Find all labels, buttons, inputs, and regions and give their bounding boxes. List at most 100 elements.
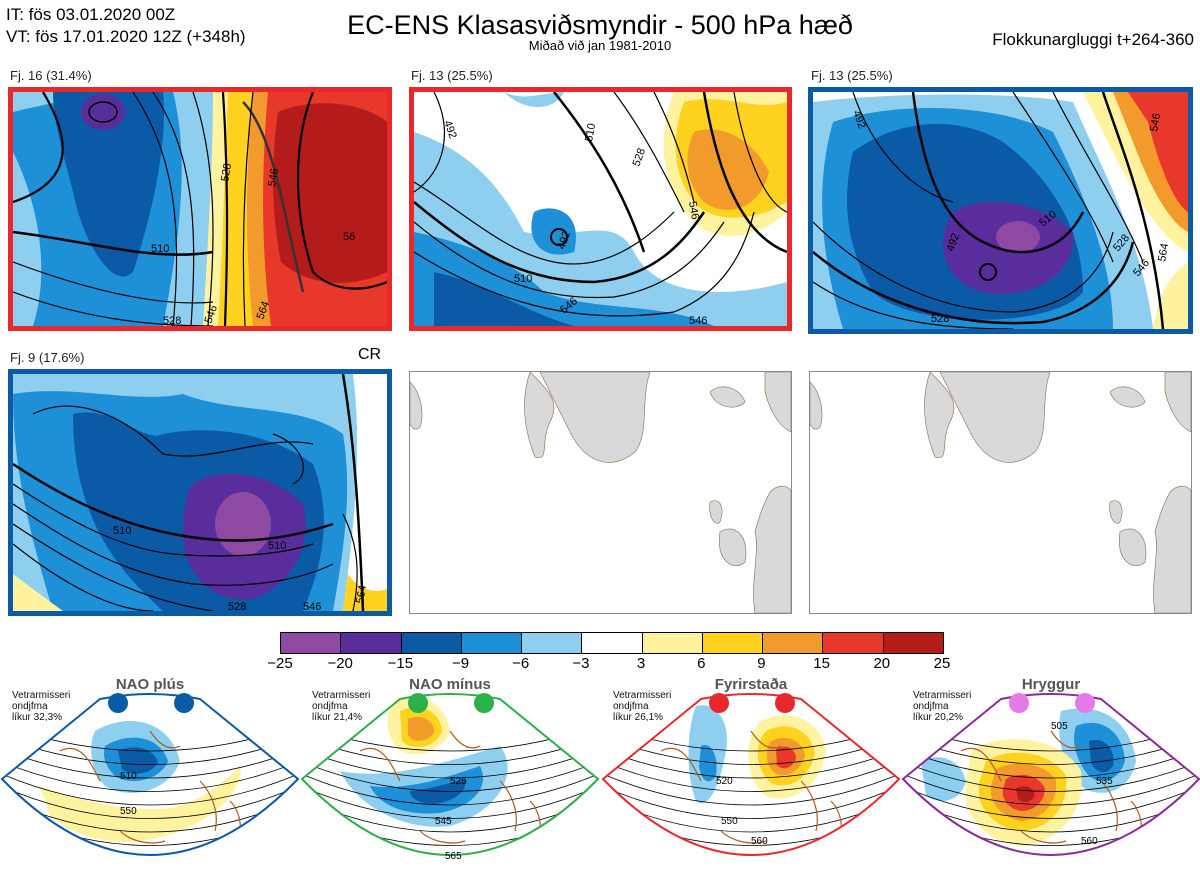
height-contour [603,744,899,779]
regime-info-line: Vetrarmisseri [913,690,972,701]
empty-map-5 [409,371,792,614]
contour-label: 528 [631,147,649,168]
contour-label: 528 [228,601,246,611]
regime-title: NAO mínus [409,676,491,693]
regime-marker-dot [408,693,428,713]
contour-label: 546 [1148,112,1163,132]
colorbar-swatch [461,633,523,653]
regime-info-line: ondjfma [613,701,649,712]
header-times: IT: fös 03.01.2020 00Z VT: fös 17.01.202… [6,4,246,48]
colorbar-tick-label: −15 [387,655,414,672]
contour-label: 528 [931,313,949,325]
coastline [359,730,542,852]
regime-info: Vetrarmisseri ondjfma líkur 21,4% [312,690,370,723]
colorbar-swatch [823,633,884,653]
contour-label: 564 [255,300,273,321]
contour-label: 546 [689,315,707,326]
regime-info-line: líkur 20,2% [913,712,964,723]
colorbar-tick-label: 15 [813,655,830,672]
anomaly-fill [1001,855,1041,863]
height-contour [603,768,899,806]
regime-map: 505 535 560 [901,693,1200,863]
regime-map: 510 550 [0,693,300,856]
contour-label: 510 [113,525,131,537]
contour-label: 492 [850,109,868,130]
contour-label: 535 [1096,776,1113,787]
colorbar-swatch [522,633,583,653]
contour-label: 510 [514,273,532,285]
cluster-map-4: 510 510 528 546 564 [8,369,392,616]
contour-label: 528 [219,162,234,182]
regime-map: 520 550 560 [601,693,901,856]
colorbar-swatch [763,633,824,653]
contour-label: 528 [163,315,181,326]
regime-info-line: Vetrarmisseri [613,690,672,701]
regime-marker-dot [174,693,194,713]
colorbar-tick-label: −20 [327,655,353,672]
contour-label: 56 [343,231,355,243]
height-contour [603,756,899,792]
regime-marker-dot [474,693,494,713]
empty-map-6 [809,371,1192,614]
coastline [660,730,843,852]
init-time: IT: fös 03.01.2020 00Z [6,5,176,24]
height-contour [603,780,899,819]
contour-label: 560 [751,836,768,847]
colorbar-tick-label: 9 [757,655,766,672]
contour-label: 510 [120,771,137,782]
colorbar-tick-label: 20 [873,655,891,672]
regime-outline [300,693,600,856]
colorbar-swatch [341,633,402,653]
height-contour [302,780,598,819]
contour-label: 564 [354,584,369,604]
cluster-map-2: 492 510 528 546 510 546 546 492 [409,87,792,331]
contour-label: 510 [268,540,286,552]
anomaly-fill [118,747,158,774]
colorbar-tick-label: −9 [451,655,470,672]
colorbar-tick-label: 3 [636,655,646,672]
regime-info: Vetrarmisseri ondjfma líkur 32,3% [12,690,70,723]
page-title: EC-ENS Klasasviðsmyndir - 500 hPa hæð [347,10,853,40]
regime-info-line: ondjfma [913,701,949,712]
regime-title: Hryggur [1021,676,1081,693]
contour-label: 565 [445,851,462,862]
valid-time: VT: fös 17.01.2020 12Z (+348h) [6,27,246,46]
colorbar-tick-label: 25 [933,655,951,672]
cluster-map-1: 510 528 546 528 564 56 546 [8,87,392,331]
regime-info-line: líkur 21,4% [312,712,363,723]
contour-label: 550 [721,816,738,827]
contour-label: 546 [266,167,281,187]
height-contour [2,756,298,792]
coastline [59,730,242,852]
contour-label: 545 [435,816,452,827]
page-subtitle: Miðað við jan 1981-2010 [528,38,672,53]
regime-marker-dot [709,693,729,713]
cluster-3-label: Fj. 13 (25.5%) [811,68,893,83]
cluster-4-label: Fj. 9 (17.6%) [10,350,85,365]
contour-label: 492 [556,230,574,251]
regime-marker-dot [1075,693,1095,713]
regime-info-line: ondjfma [12,701,48,712]
colorbar-swatch [883,633,943,653]
colorbar [280,632,944,654]
colorbar-tick-label: 6 [697,655,706,672]
contour-label: 525 [450,776,467,787]
regime-info-line: líkur 32,3% [12,712,63,723]
contour-label: 492 [441,119,459,140]
regime-info: Vetrarmisseri ondjfma líkur 20,2% [913,690,971,723]
height-contour [903,744,1199,779]
regime-marker-dot [775,693,795,713]
contour-label: 546 [203,304,221,325]
regime-info-line: Vetrarmisseri [12,690,71,701]
height-contour [302,756,598,792]
contour-label: 510 [151,243,169,255]
cluster-1-label: Fj. 16 (31.4%) [10,68,92,83]
height-contour [302,768,598,806]
contour-label: 560 [1081,836,1098,847]
regime-outline [901,693,1200,856]
cluster-window: Flokkunargluggi t+264-360 [992,30,1194,49]
anomaly-fill [408,716,435,741]
regime-map: 525 545 565 [300,693,600,862]
colorbar-swatch [582,633,643,653]
regime-outline [601,693,901,856]
